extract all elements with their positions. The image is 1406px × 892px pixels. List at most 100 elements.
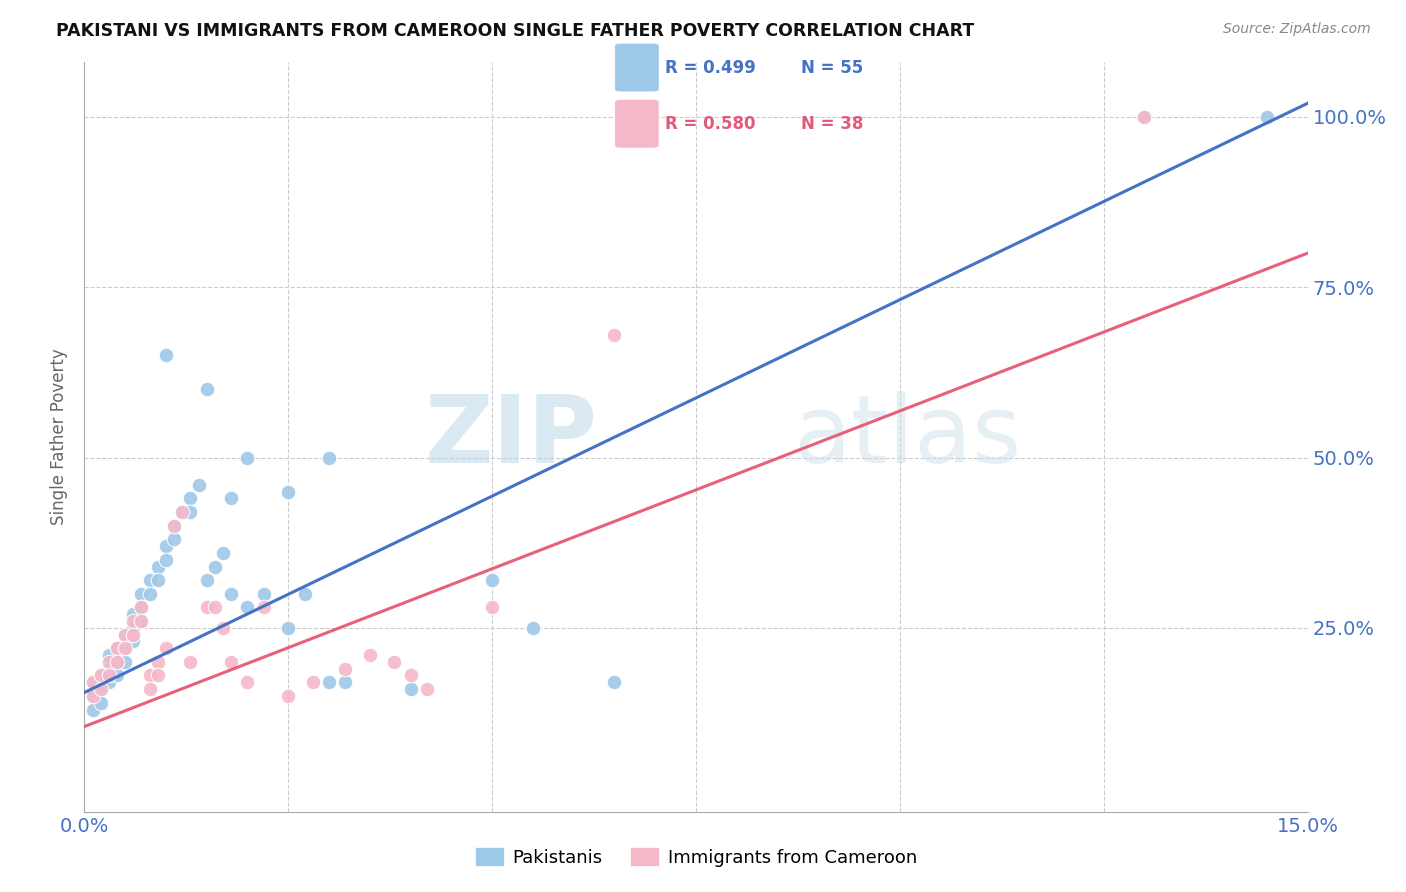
Point [155,348,177,362]
Point [122,627,145,641]
Point [82,689,104,703]
Point [146,573,169,587]
FancyBboxPatch shape [614,43,659,92]
Point [335,675,357,690]
Point [1133,110,1156,124]
Point [155,552,177,566]
Point [1133,110,1156,124]
Point [318,675,340,690]
Point [335,662,357,676]
Point [90,668,112,682]
Point [131,614,153,628]
Point [212,621,235,635]
FancyBboxPatch shape [614,99,659,148]
Point [146,655,169,669]
Point [1256,110,1278,124]
Point [114,641,136,656]
Point [131,587,153,601]
Point [122,614,145,628]
Point [122,634,145,648]
Point [195,383,218,397]
Point [301,675,323,690]
Point [212,546,235,560]
Point [105,655,128,669]
Point [294,587,316,601]
Point [399,682,422,697]
Point [105,641,128,656]
Point [253,600,276,615]
Point [219,587,242,601]
Point [105,668,128,682]
Point [163,518,186,533]
Y-axis label: Single Father Poverty: Single Father Poverty [51,349,69,525]
Point [105,655,128,669]
Text: Source: ZipAtlas.com: Source: ZipAtlas.com [1223,22,1371,37]
Point [90,682,112,697]
Point [155,539,177,553]
Point [277,484,299,499]
Point [97,648,120,662]
Text: R = 0.499: R = 0.499 [665,59,756,77]
Point [97,668,120,682]
Point [138,587,160,601]
Point [131,600,153,615]
Point [179,505,201,519]
Point [97,675,120,690]
Point [603,675,626,690]
Point [172,505,194,519]
Point [138,573,160,587]
Point [603,327,626,342]
Text: ZIP: ZIP [425,391,598,483]
Point [131,600,153,615]
Point [90,668,112,682]
Point [277,621,299,635]
Point [219,491,242,506]
Point [236,675,259,690]
Point [204,600,226,615]
Point [131,614,153,628]
Point [155,641,177,656]
Point [236,450,259,465]
Point [195,573,218,587]
Point [236,600,259,615]
Point [82,702,104,716]
Point [172,505,194,519]
Point [122,621,145,635]
Point [318,450,340,465]
Point [522,621,544,635]
Point [105,641,128,656]
Point [82,675,104,690]
Point [90,696,112,710]
Point [146,668,169,682]
Point [179,655,201,669]
Point [359,648,381,662]
Point [219,655,242,669]
Point [382,655,405,669]
Point [204,559,226,574]
Point [82,689,104,703]
Point [138,668,160,682]
Point [163,533,186,547]
Point [122,607,145,622]
Text: N = 38: N = 38 [801,115,863,133]
Point [82,675,104,690]
Legend: Pakistanis, Immigrants from Cameroon: Pakistanis, Immigrants from Cameroon [468,840,924,874]
Point [90,682,112,697]
Point [399,668,422,682]
Point [416,682,439,697]
Point [163,518,186,533]
Point [195,600,218,615]
Point [146,559,169,574]
Point [138,682,160,697]
Point [481,573,503,587]
Point [114,641,136,656]
Point [179,491,201,506]
Point [97,655,120,669]
Point [277,689,299,703]
Text: N = 55: N = 55 [801,59,863,77]
Point [114,655,136,669]
Point [114,627,136,641]
Point [481,600,503,615]
Point [253,587,276,601]
Text: PAKISTANI VS IMMIGRANTS FROM CAMEROON SINGLE FATHER POVERTY CORRELATION CHART: PAKISTANI VS IMMIGRANTS FROM CAMEROON SI… [56,22,974,40]
